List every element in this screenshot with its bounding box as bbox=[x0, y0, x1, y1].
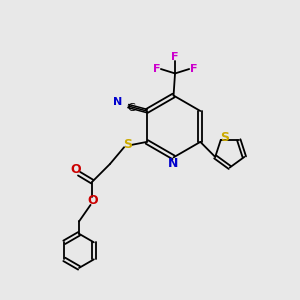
Text: F: F bbox=[190, 64, 197, 74]
Text: F: F bbox=[171, 52, 179, 62]
Text: S: S bbox=[123, 138, 132, 151]
Text: N: N bbox=[168, 157, 179, 170]
Text: N: N bbox=[113, 97, 122, 107]
Text: F: F bbox=[153, 64, 160, 74]
Text: O: O bbox=[70, 163, 81, 176]
Text: S: S bbox=[220, 131, 229, 144]
Text: O: O bbox=[87, 194, 98, 207]
Text: C: C bbox=[128, 103, 135, 113]
